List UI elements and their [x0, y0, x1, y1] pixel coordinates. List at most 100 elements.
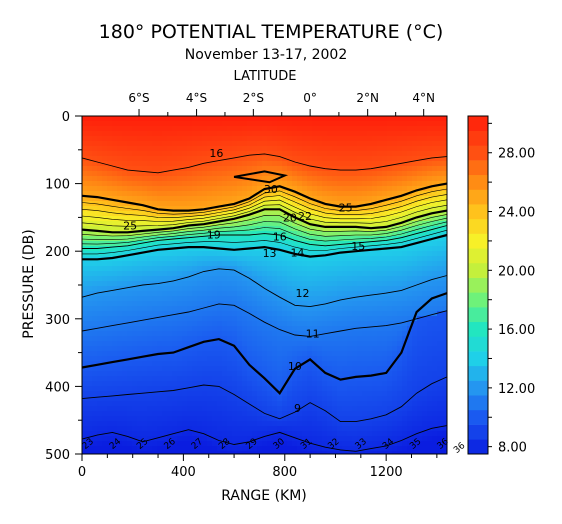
heatmap-cell — [332, 151, 338, 157]
heatmap-cell — [392, 146, 398, 152]
heatmap-cell — [252, 286, 258, 292]
heatmap-cell — [297, 441, 303, 447]
heatmap-cell — [287, 171, 293, 177]
heatmap-cell — [427, 246, 433, 252]
heatmap-cell — [212, 386, 218, 392]
heatmap-cell — [287, 196, 293, 202]
heatmap-cell — [312, 316, 318, 322]
heatmap-cell — [227, 251, 233, 257]
heatmap-cell — [187, 246, 193, 252]
heatmap-cell — [362, 326, 368, 332]
heatmap-cell — [217, 321, 223, 327]
heatmap-cell — [172, 441, 178, 447]
heatmap-cell — [427, 156, 433, 162]
heatmap-cell — [327, 221, 333, 227]
heatmap-cell — [122, 391, 128, 397]
heatmap-cell — [272, 406, 278, 412]
heatmap-cell — [382, 236, 388, 242]
heatmap-cell — [142, 206, 148, 212]
heatmap-cell — [367, 431, 373, 437]
heatmap-cell — [207, 266, 213, 272]
heatmap-cell — [427, 226, 433, 232]
heatmap-cell — [272, 371, 278, 377]
heatmap-cell — [237, 336, 243, 342]
heatmap-cell — [152, 161, 158, 167]
heatmap-cell — [317, 416, 323, 422]
heatmap-cell — [222, 216, 228, 222]
heatmap-cell — [82, 151, 88, 157]
heatmap-cell — [142, 241, 148, 247]
heatmap-cell — [202, 401, 208, 407]
heatmap-cell — [107, 286, 113, 292]
heatmap-cell — [357, 441, 363, 447]
heatmap-cell — [132, 116, 138, 122]
heatmap-cell — [342, 401, 348, 407]
heatmap-cell — [167, 451, 173, 455]
heatmap-cell — [107, 271, 113, 277]
heatmap-cell — [227, 296, 233, 302]
heatmap-cell — [267, 166, 273, 172]
heatmap-cell — [107, 331, 113, 337]
heatmap-cell — [97, 371, 103, 377]
heatmap-cell — [322, 296, 328, 302]
heatmap-cell — [147, 416, 153, 422]
heatmap-cell — [307, 411, 313, 417]
heatmap-cell — [107, 161, 113, 167]
heatmap-cell — [312, 326, 318, 332]
heatmap-cell — [337, 146, 343, 152]
heatmap-cell — [307, 251, 313, 257]
heatmap-cell — [322, 256, 328, 262]
heatmap-cell — [302, 306, 308, 312]
heatmap-cell — [207, 356, 213, 362]
heatmap-cell — [222, 231, 228, 237]
heatmap-cell — [202, 181, 208, 187]
heatmap-cell — [137, 361, 143, 367]
heatmap-cell — [387, 201, 393, 207]
heatmap-cell — [397, 186, 403, 192]
heatmap-cell — [432, 341, 438, 347]
heatmap-cell — [157, 191, 163, 197]
heatmap-cell — [387, 406, 393, 412]
heatmap-cell — [302, 171, 308, 177]
heatmap-cell — [162, 181, 168, 187]
heatmap-cell — [82, 356, 88, 362]
heatmap-cell — [402, 276, 408, 282]
heatmap-cell — [142, 396, 148, 402]
heatmap-cell — [292, 126, 298, 132]
heatmap-cell — [357, 211, 363, 217]
heatmap-cell — [312, 381, 318, 387]
contour-label: 25 — [339, 201, 353, 214]
heatmap-cell — [257, 141, 263, 147]
heatmap-cell — [277, 376, 283, 382]
heatmap-cell — [367, 351, 373, 357]
heatmap-cell — [242, 121, 248, 127]
heatmap-cell — [187, 136, 193, 142]
heatmap-cell — [272, 381, 278, 387]
heatmap-cell — [307, 166, 313, 172]
heatmap-cell — [437, 161, 443, 167]
heatmap-cell — [272, 346, 278, 352]
heatmap-cell — [272, 131, 278, 137]
heatmap-cell — [197, 186, 203, 192]
heatmap-cell — [417, 411, 423, 417]
heatmap-cell — [227, 351, 233, 357]
heatmap-cell — [432, 131, 438, 137]
heatmap-cell — [392, 256, 398, 262]
heatmap-cell — [122, 286, 128, 292]
heatmap-cell — [277, 126, 283, 132]
heatmap-cell — [177, 286, 183, 292]
heatmap-cell — [97, 206, 103, 212]
heatmap-cell — [407, 446, 413, 452]
heatmap-cell — [247, 186, 253, 192]
heatmap-cell — [92, 271, 98, 277]
heatmap-cell — [87, 291, 93, 297]
heatmap-cell — [337, 226, 343, 232]
heatmap-cell — [422, 431, 428, 437]
heatmap-cell — [147, 161, 153, 167]
heatmap-cell — [197, 181, 203, 187]
heatmap-cell — [257, 126, 263, 132]
heatmap-cell — [172, 416, 178, 422]
heatmap-cell — [417, 166, 423, 172]
heatmap-cell — [112, 261, 118, 267]
heatmap-cell — [352, 201, 358, 207]
